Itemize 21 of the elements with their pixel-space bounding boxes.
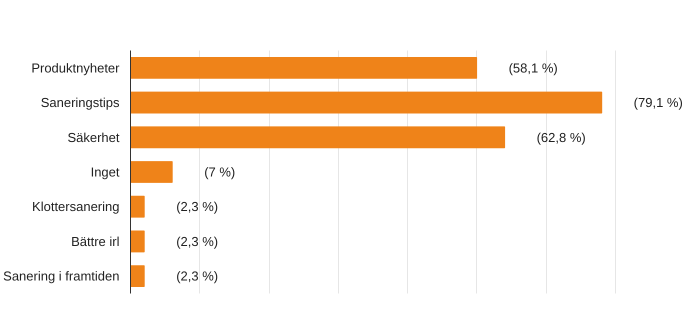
data-label: (7 %) <box>204 164 236 180</box>
y-tick-label: Säkerhet <box>67 130 120 145</box>
bar <box>130 161 173 183</box>
data-label: (2,3 %) <box>176 199 218 214</box>
bar <box>130 265 145 288</box>
data-label: (79,1 %) <box>634 95 683 110</box>
y-tick-label: Inget <box>90 164 120 180</box>
y-tick-label: Produktnyheter <box>31 60 120 76</box>
data-label: (58,1 %) <box>508 60 558 76</box>
bar <box>130 56 478 79</box>
y-tick-label: Saneringstips <box>40 95 120 110</box>
y-tick-label: Klottersanering <box>32 199 120 214</box>
bar <box>130 92 602 114</box>
y-tick-label: Bättre irl <box>71 234 120 249</box>
bar <box>130 126 506 148</box>
bar <box>130 196 145 218</box>
y-tick-label: Sanering i framtiden <box>3 268 120 284</box>
data-label: (2,3 %) <box>176 234 218 249</box>
data-label: (62,8 %) <box>536 130 586 145</box>
data-label: (2,3 %) <box>176 268 218 284</box>
bar <box>130 230 145 252</box>
